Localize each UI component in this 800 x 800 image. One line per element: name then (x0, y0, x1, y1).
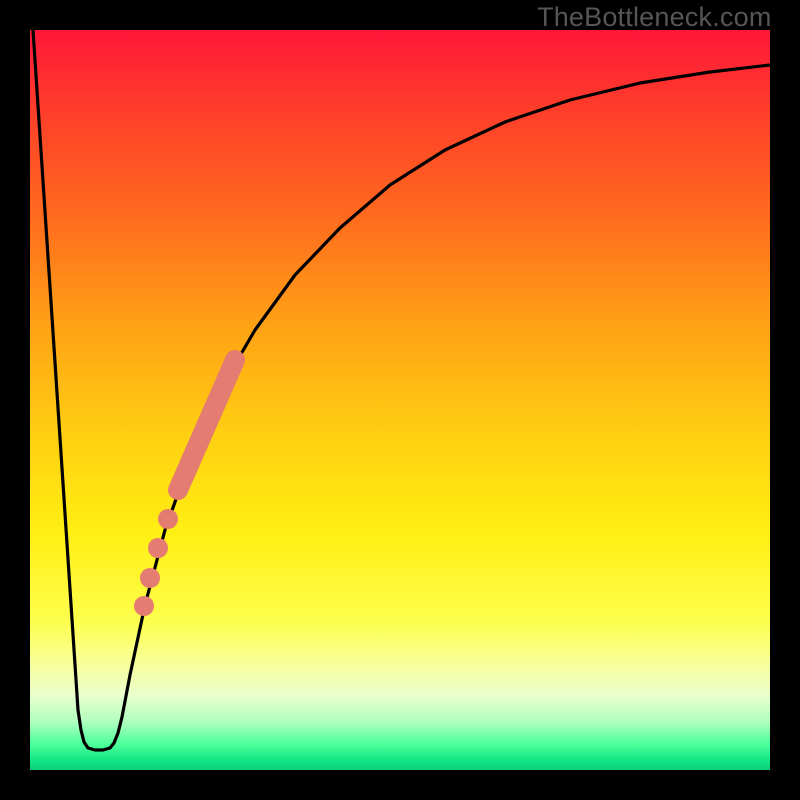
gradient-background (30, 30, 770, 770)
watermark-text: TheBottleneck.com (537, 2, 772, 33)
chart-frame: TheBottleneck.com (0, 0, 800, 800)
marker-dot (148, 538, 168, 558)
plot-area (30, 30, 770, 770)
marker-dot (134, 596, 154, 616)
chart-svg (30, 30, 770, 770)
marker-dot (140, 568, 160, 588)
marker-dot (158, 509, 178, 529)
